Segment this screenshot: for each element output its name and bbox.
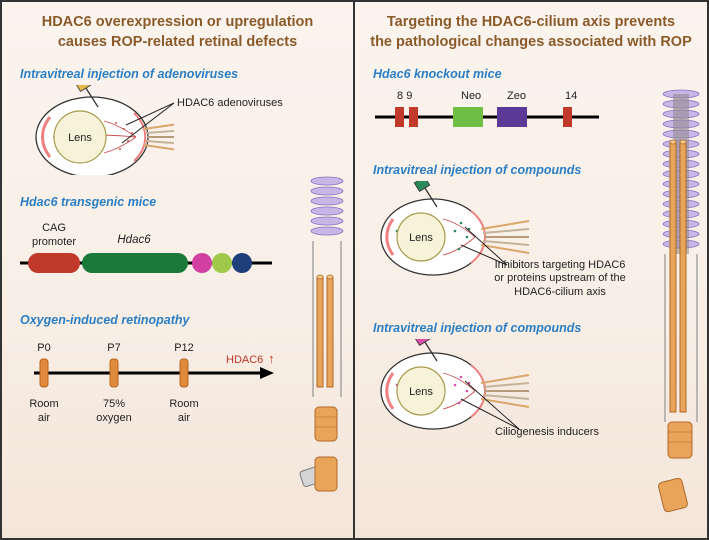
hdac6-gene-label: Hdac6 bbox=[117, 234, 151, 246]
cilium-healthy bbox=[611, 82, 701, 522]
inducer-label: Ciliogenesis inducers bbox=[495, 426, 599, 438]
hdac6-italic-1: Hdac6 bbox=[20, 195, 58, 209]
lens-label-1: Lens bbox=[68, 132, 92, 144]
adenovirus-label: HDAC6 adenoviruses bbox=[177, 97, 283, 109]
cag-l1: CAG bbox=[42, 222, 66, 234]
svg-text:P7: P7 bbox=[107, 342, 120, 354]
svg-text:air: air bbox=[178, 412, 191, 424]
svg-text:Room: Room bbox=[169, 398, 198, 410]
right-title-l1: Targeting the HDAC6-cilium axis prevents bbox=[387, 14, 675, 30]
right-sec1-suffix: knockout mice bbox=[411, 67, 502, 81]
cilium-defective bbox=[257, 167, 347, 517]
left-title-l1: HDAC6 overexpression or upregulation bbox=[42, 14, 314, 30]
svg-text:Zeo: Zeo bbox=[507, 90, 526, 102]
cag-l2: promoter bbox=[32, 236, 76, 248]
svg-text:Lens: Lens bbox=[409, 386, 433, 398]
hdac6-italic-2: Hdac6 bbox=[373, 67, 411, 81]
left-title: HDAC6 overexpression or upregulation cau… bbox=[2, 2, 353, 59]
svg-text:P0: P0 bbox=[37, 342, 50, 354]
oir-timeline: P0 P7 P12 HDAC6 ↑ Room air 75% oxygen Ro… bbox=[16, 331, 276, 441]
right-title-l2: the pathological changes associated with… bbox=[370, 34, 692, 50]
svg-text:Neo: Neo bbox=[461, 90, 481, 102]
right-sec1-head: Hdac6 knockout mice bbox=[373, 67, 707, 81]
right-title: Targeting the HDAC6-cilium axis prevents… bbox=[355, 2, 707, 59]
svg-text:oxygen: oxygen bbox=[96, 412, 131, 424]
eye-adenovirus-diagram: Lens bbox=[24, 85, 174, 175]
knockout-construct: 8 9 Neo Zeo 14 bbox=[369, 85, 619, 145]
svg-text:14: 14 bbox=[565, 90, 577, 102]
left-title-l2: causes ROP-related retinal defects bbox=[58, 34, 297, 50]
left-sec2-suffix: transgenic mice bbox=[58, 195, 157, 209]
left-sec1-head: Intravitreal injection of adenoviruses bbox=[20, 67, 353, 81]
svg-text:Room: Room bbox=[29, 398, 58, 410]
svg-text:Lens: Lens bbox=[409, 232, 433, 244]
svg-text:air: air bbox=[38, 412, 51, 424]
svg-text:P12: P12 bbox=[174, 342, 194, 354]
transgene-construct: CAG promoter Hdac6 bbox=[16, 213, 276, 293]
svg-text:75%: 75% bbox=[103, 398, 125, 410]
svg-text:8 9: 8 9 bbox=[397, 90, 412, 102]
